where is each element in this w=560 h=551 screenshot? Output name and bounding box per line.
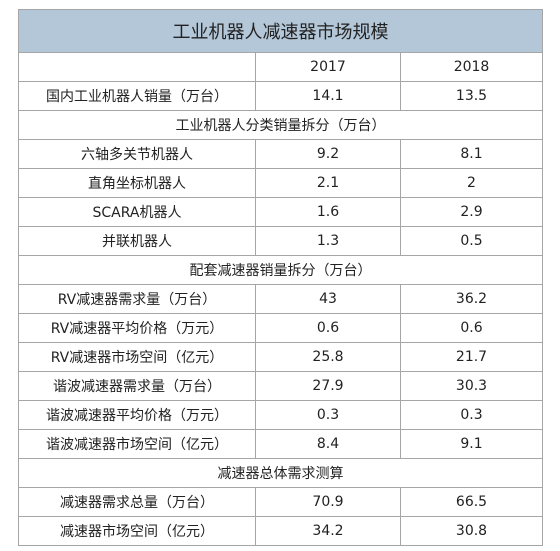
data-row: RV减速器需求量（万台） 43 36.2 — [18, 284, 544, 314]
table-title: 工业机器人减速器市场规模 — [17, 9, 544, 53]
cell-value: 27.9 — [255, 371, 401, 401]
data-row: 直角坐标机器人 2.1 2 — [18, 168, 544, 198]
cell-value: 0.6 — [399, 313, 544, 343]
cell-value: 30.3 — [399, 371, 544, 401]
table-body: 工业机器人减速器市场规模 2017 2018 国内工业机器人销量（万台） 14.1 13… — [17, 9, 544, 546]
cell-value: 1.6 — [255, 197, 401, 227]
row-label: 直角坐标机器人 — [18, 168, 256, 198]
year-header: 2017 — [255, 52, 401, 82]
cell-value: 70.9 — [255, 487, 401, 517]
section-row: 减速器总体需求测算 — [17, 458, 544, 488]
cell-value: 43 — [255, 284, 401, 314]
data-row: RV减速器市场空间（亿元） 25.8 21.7 — [18, 342, 544, 372]
row-label: 减速器市场空间（亿元） — [18, 516, 256, 546]
cell-value: 30.8 — [399, 516, 544, 546]
cell-value: 66.5 — [399, 487, 544, 517]
row-label: 谐波减速器平均价格（万元） — [18, 400, 256, 430]
cell-value: 34.2 — [255, 516, 401, 546]
data-row: 减速器市场空间（亿元） 34.2 30.8 — [18, 516, 544, 546]
section-row: 工业机器人分类销量拆分（万台） — [17, 110, 544, 140]
header-blank — [18, 52, 256, 82]
cell-value: 2.1 — [255, 168, 401, 198]
data-row: 谐波减速器市场空间（亿元） 8.4 9.1 — [18, 429, 544, 459]
data-row: 六轴多关节机器人 9.2 8.1 — [18, 139, 544, 169]
cell-value: 2.9 — [399, 197, 544, 227]
cell-value: 2 — [399, 168, 544, 198]
cell-value: 0.5 — [399, 226, 544, 256]
data-row: RV减速器平均价格（万元） 0.6 0.6 — [18, 313, 544, 343]
cell-value: 36.2 — [399, 284, 544, 314]
row-label: 谐波减速器需求量（万台） — [18, 371, 256, 401]
data-row: 并联机器人 1.3 0.5 — [18, 226, 544, 256]
cell-value: 0.3 — [399, 400, 544, 430]
table-wrapper: 工业机器人减速器市场规模 2017 2018 国内工业机器人销量（万台） 14.1 13… — [17, 9, 544, 546]
cell-value: 13.5 — [399, 81, 544, 111]
data-row: 谐波减速器需求量（万台） 27.9 30.3 — [18, 371, 544, 401]
section-title: 工业机器人分类销量拆分（万台） — [17, 110, 544, 140]
cell-value: 9.2 — [255, 139, 401, 169]
section-title: 配套减速器销量拆分（万台） — [17, 255, 544, 285]
cell-value: 21.7 — [399, 342, 544, 372]
cell-value: 0.3 — [255, 400, 401, 430]
cell-value: 25.8 — [255, 342, 401, 372]
data-row: 减速器需求总量（万台） 70.9 66.5 — [18, 487, 544, 517]
row-label: 并联机器人 — [18, 226, 256, 256]
row-label: RV减速器需求量（万台） — [18, 284, 256, 314]
section-title: 减速器总体需求测算 — [17, 458, 544, 488]
row-label: RV减速器平均价格（万元） — [18, 313, 256, 343]
row-label: SCARA机器人 — [18, 197, 256, 227]
year-header: 2018 — [399, 52, 544, 82]
cell-value: 8.4 — [255, 429, 401, 459]
header-row: 2017 2018 — [18, 52, 544, 82]
section-row: 配套减速器销量拆分（万台） — [17, 255, 544, 285]
title-row: 工业机器人减速器市场规模 — [17, 9, 544, 53]
data-table: 工业机器人减速器市场规模 2017 2018 国内工业机器人销量（万台） 14.1 13… — [17, 9, 544, 546]
row-label: RV减速器市场空间（亿元） — [18, 342, 256, 372]
row-label: 国内工业机器人销量（万台） — [18, 81, 256, 111]
data-row: SCARA机器人 1.6 2.9 — [18, 197, 544, 227]
data-row: 谐波减速器平均价格（万元） 0.3 0.3 — [18, 400, 544, 430]
cell-value: 9.1 — [399, 429, 544, 459]
row-label: 谐波减速器市场空间（亿元） — [18, 429, 256, 459]
row-label: 六轴多关节机器人 — [18, 139, 256, 169]
cell-value: 1.3 — [255, 226, 401, 256]
data-row: 国内工业机器人销量（万台） 14.1 13.5 — [18, 81, 544, 111]
row-label: 减速器需求总量（万台） — [18, 487, 256, 517]
cell-value: 14.1 — [255, 81, 401, 111]
cell-value: 0.6 — [255, 313, 401, 343]
cell-value: 8.1 — [399, 139, 544, 169]
